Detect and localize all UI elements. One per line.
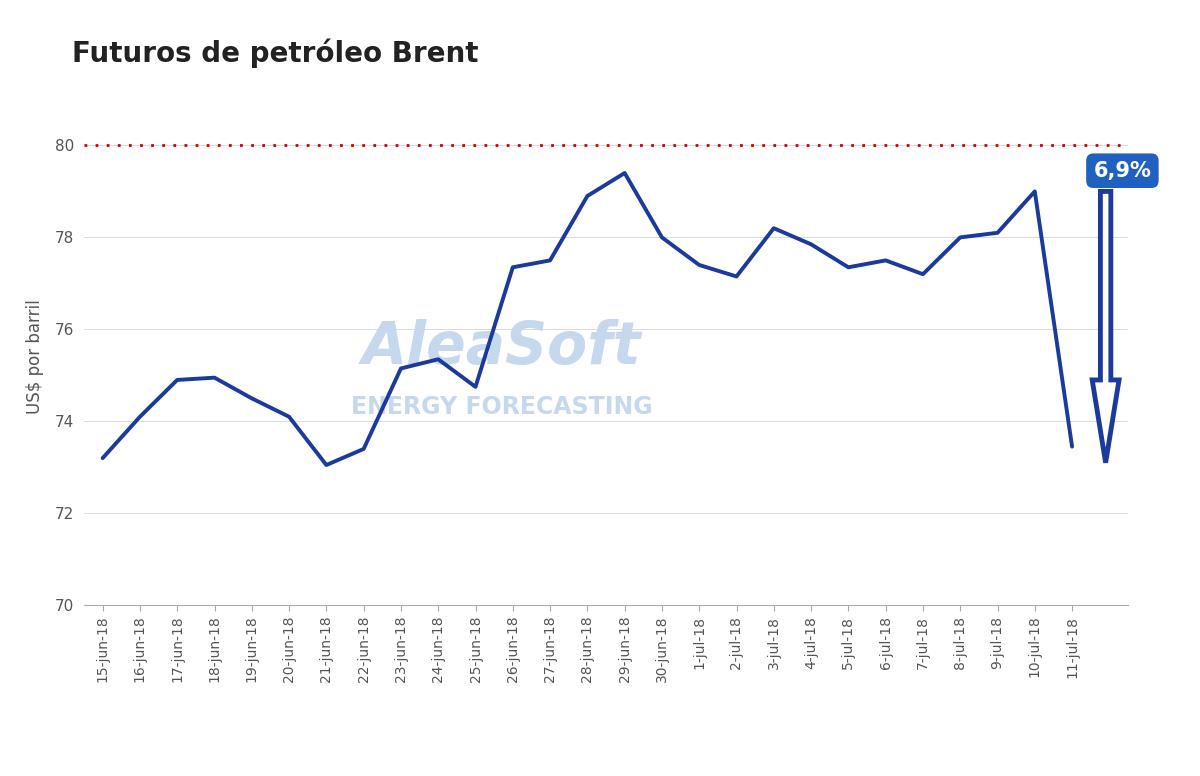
Polygon shape	[1092, 192, 1120, 462]
Text: AleaSoft: AleaSoft	[362, 318, 641, 376]
Text: Futuros de petróleo Brent: Futuros de petróleo Brent	[72, 39, 479, 68]
Text: 6,9%: 6,9%	[1093, 161, 1151, 181]
Text: ENERGY FORECASTING: ENERGY FORECASTING	[350, 395, 653, 418]
Y-axis label: US$ por barril: US$ por barril	[25, 300, 43, 414]
